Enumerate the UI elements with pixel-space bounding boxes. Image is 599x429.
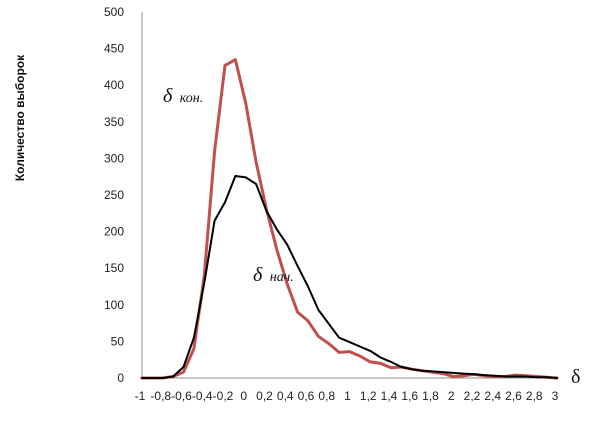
y-tick-label: 50 [111, 334, 125, 348]
x-tick-label: 2,4 [484, 389, 501, 403]
x-tick-label: -0,6 [171, 389, 192, 403]
x-tick-label: 2,8 [526, 389, 543, 403]
x-tick-label: 0,8 [318, 389, 335, 403]
y-tick-label: 500 [104, 5, 124, 19]
series-line-nach [141, 175, 558, 379]
x-tick-label: 1,2 [360, 389, 377, 403]
y-tick-label: 100 [104, 298, 124, 312]
x-tick-label: 1 [344, 389, 351, 403]
y-tick-label: 0 [117, 371, 124, 385]
x-tick-labels: -1 -0,8 -0,6 -0,4 -0,2 0 0,2 0,4 0,6 0,8 1 1,2 1,4 1,… [135, 389, 559, 403]
y-tick-label: 250 [104, 188, 124, 202]
x-tick-label: 2 [448, 389, 455, 403]
series-label-kon-subscript: кон. [180, 91, 203, 106]
x-axis-label: δ [571, 366, 580, 388]
series-label-nach-symbol: δ [253, 264, 263, 286]
x-tick-label: 1,8 [422, 389, 439, 403]
series-label-nach: δ нач. [253, 264, 294, 286]
x-tick-label: 0,6 [298, 389, 315, 403]
x-tick-label: -1 [135, 389, 146, 403]
y-tick-label: 350 [104, 115, 124, 129]
x-tick-label: -0,8 [150, 389, 171, 403]
series-label-kon: δ кон. [163, 85, 203, 107]
series-line-kon [140, 58, 559, 380]
x-tick-label: 1,4 [381, 389, 398, 403]
y-tick-labels: 0 50 100 150 200 250 300 350 400 450 500 [104, 5, 124, 385]
y-axis-label: Количество выборок [13, 54, 27, 181]
x-tick-label: -0,2 [213, 389, 234, 403]
x-tick-label: 1,6 [401, 389, 418, 403]
x-tick-label: 0 [240, 389, 247, 403]
y-tick-label: 300 [104, 151, 124, 165]
y-tick-label: 400 [104, 78, 124, 92]
series-lines [140, 58, 559, 380]
x-tick-label: 0,2 [256, 389, 273, 403]
y-tick-label: 200 [104, 225, 124, 239]
series-label-nach-subscript: нач. [270, 270, 294, 285]
y-tick-label: 150 [104, 261, 124, 275]
axes [141, 12, 557, 379]
x-tick-label: -0,4 [192, 389, 213, 403]
series-label-kon-symbol: δ [163, 85, 173, 107]
x-tick-label: 2,6 [505, 389, 522, 403]
y-tick-label: 450 [104, 42, 124, 56]
x-tick-label: 2,2 [464, 389, 481, 403]
x-tick-label: 3 [552, 389, 559, 403]
x-tick-label: 0,4 [277, 389, 294, 403]
